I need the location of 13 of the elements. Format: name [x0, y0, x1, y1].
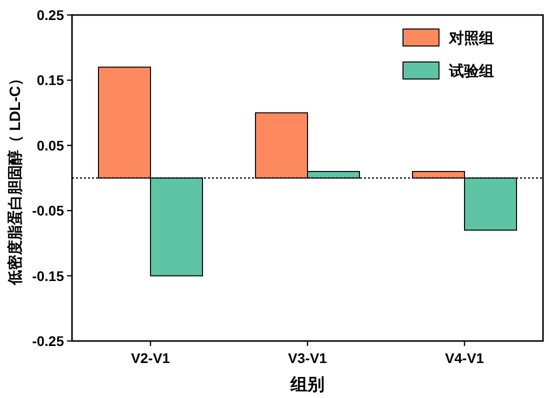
- y-tick-label: -0.05: [32, 202, 64, 219]
- legend-label: 试验组: [448, 63, 494, 80]
- x-axis-title: 组别: [290, 375, 324, 394]
- x-tick-label: V2-V1: [131, 350, 170, 366]
- x-tick-label: V4-V1: [445, 350, 484, 366]
- y-tick-label: 0.25: [36, 7, 64, 23]
- x-tick-label: V3-V1: [288, 350, 328, 366]
- y-tick-label: 0.15: [36, 72, 64, 88]
- y-tick-label: -0.15: [32, 268, 64, 284]
- legend-label: 对照组: [448, 30, 494, 47]
- y-tick-label: 0.05: [36, 137, 64, 154]
- y-tick-label: -0.25: [32, 333, 64, 349]
- y-axis-title: 低密度脂蛋白胆固醇（ LDL-C）: [6, 70, 24, 286]
